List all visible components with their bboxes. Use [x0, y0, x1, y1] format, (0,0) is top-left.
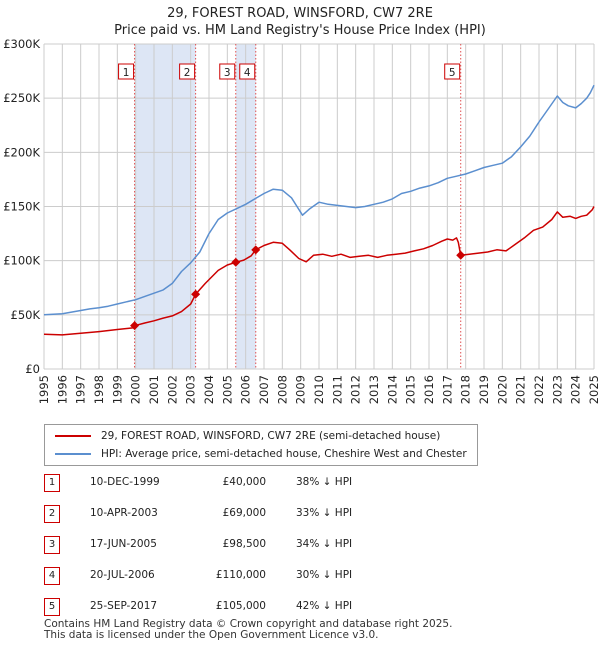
legend-item-property: 29, FOREST ROAD, WINSFORD, CW7 2RE (semi… — [55, 428, 440, 444]
sale-date: 17-JUN-2005 — [90, 538, 157, 550]
grid-lines — [43, 43, 595, 370]
x-tick-label: 2023 — [550, 375, 564, 404]
series-lines — [43, 84, 595, 336]
x-tick-label: 2018 — [459, 375, 473, 404]
x-tick-label: 2022 — [532, 375, 546, 404]
x-tick-label: 2013 — [367, 375, 381, 404]
sale-date: 25-SEP-2017 — [90, 600, 158, 612]
table-row: 5 25-SEP-2017 £105,000 42% ↓ HPI — [44, 598, 464, 616]
sale-price: £110,000 — [215, 569, 266, 581]
x-tick-label: 2010 — [312, 375, 326, 404]
x-tick-label: 1997 — [74, 375, 88, 404]
x-tick-label: 2008 — [275, 375, 289, 404]
axis-labels: 1995 1996 1997 1998 1999 2000 2001 2002 2003 2004… — [3, 37, 600, 404]
sale-label-number: 4 — [244, 67, 251, 79]
sale-label-box — [239, 63, 256, 80]
x-tick-label: 2003 — [184, 375, 198, 404]
x-tick-label: 2024 — [569, 375, 583, 404]
x-tick-label: 2016 — [422, 375, 436, 404]
x-tick-label: 2014 — [385, 375, 399, 404]
sale-label-number: 3 — [224, 67, 231, 79]
x-tick-label: 2002 — [165, 375, 179, 404]
chart-title: 29, FOREST ROAD, WINSFORD, CW7 2RE — [167, 6, 433, 21]
x-tick-label: 1996 — [55, 375, 69, 404]
x-tick-label: 2021 — [514, 375, 528, 404]
x-tick-label: 2025 — [587, 375, 600, 404]
hpi-line — [43, 84, 595, 316]
x-tick-label: 2001 — [147, 375, 161, 404]
sale-marker — [231, 257, 241, 267]
y-tick-label: £300K — [3, 37, 40, 51]
sale-price: £40,000 — [222, 476, 266, 488]
sale-marker — [191, 289, 201, 299]
y-tick-label: £250K — [3, 91, 40, 105]
x-tick-label: 2006 — [239, 375, 253, 404]
sale-price: £105,000 — [215, 600, 266, 612]
sale-hpi-diff: 34% ↓ HPI — [296, 538, 353, 550]
y-tick-label: £0 — [25, 362, 40, 376]
sale-number-badge: 3 — [44, 536, 60, 554]
legend-hpi-label: HPI: Average price, semi-detached house,… — [101, 448, 467, 460]
sale-label-box — [219, 63, 236, 80]
sale-label-number: 1 — [123, 67, 130, 79]
sale-price: £69,000 — [222, 507, 266, 519]
sale-marker — [251, 245, 261, 255]
footer-attribution: Contains HM Land Registry data © Crown c… — [44, 619, 452, 641]
chart-subtitle: Price paid vs. HM Land Registry's House … — [114, 23, 486, 38]
sale-hpi-diff: 33% ↓ HPI — [296, 507, 353, 519]
sale-number-badge: 5 — [44, 598, 60, 616]
sale-number-badge: 1 — [44, 474, 60, 492]
footer-licence: This data is licensed under the Open Gov… — [44, 629, 379, 641]
x-tick-label: 1999 — [110, 375, 124, 404]
sale-label-number: 2 — [184, 67, 191, 79]
y-tick-label: £150K — [3, 200, 40, 214]
sale-date: 10-DEC-1999 — [90, 476, 160, 488]
sale-number-badge: 2 — [44, 505, 60, 523]
sale-date: 10-APR-2003 — [90, 507, 158, 519]
hpi-swatch — [55, 453, 91, 455]
legend: 29, FOREST ROAD, WINSFORD, CW7 2RE (semi… — [44, 424, 478, 466]
sale-date-lines — [134, 44, 462, 369]
sale-label-box — [444, 63, 461, 80]
sale-hpi-diff: 38% ↓ HPI — [296, 476, 353, 488]
sale-label-number: 5 — [449, 67, 456, 79]
table-row: 4 20-JUL-2006 £110,000 30% ↓ HPI — [44, 567, 464, 585]
y-tick-label: £100K — [3, 254, 40, 268]
sale-price: £98,500 — [222, 538, 266, 550]
x-tick-label: 2009 — [294, 375, 308, 404]
sale-marker — [130, 321, 140, 331]
x-tick-label: 2004 — [202, 375, 216, 404]
table-row: 1 10-DEC-1999 £40,000 38% ↓ HPI — [44, 474, 464, 492]
footer-copyright: Contains HM Land Registry data © Crown c… — [44, 618, 453, 630]
legend-property-label: 29, FOREST ROAD, WINSFORD, CW7 2RE (semi… — [101, 430, 441, 442]
x-tick-label: 1998 — [92, 375, 106, 404]
x-tick-label: 2005 — [220, 375, 234, 404]
x-tick-label: 2000 — [129, 375, 143, 404]
property-price-line — [43, 206, 595, 336]
y-tick-label: £200K — [3, 145, 40, 159]
sale-number-badge: 4 — [44, 567, 60, 585]
x-tick-label: 2011 — [330, 375, 344, 404]
y-tick-label: £50K — [11, 308, 41, 322]
legend-item-hpi: HPI: Average price, semi-detached house,… — [55, 446, 467, 462]
x-tick-label: 2015 — [404, 375, 418, 404]
x-tick-label: 2017 — [440, 375, 454, 404]
sale-labels: 1 2 3 4 5 — [118, 63, 461, 80]
sale-markers — [130, 245, 466, 331]
table-row: 3 17-JUN-2005 £98,500 34% ↓ HPI — [44, 536, 464, 554]
x-tick-label: 2007 — [257, 375, 271, 404]
sale-marker — [456, 250, 466, 260]
x-tick-label: 2019 — [477, 375, 491, 404]
sale-hpi-diff: 42% ↓ HPI — [296, 600, 353, 612]
sale-label-box — [118, 63, 135, 80]
x-tick-label: 2020 — [495, 375, 509, 404]
sale-hpi-diff: 30% ↓ HPI — [296, 569, 353, 581]
price-chart: 1 2 3 4 5 1995 1996 1997 1998 1999 2000 2001 2002 20… — [3, 37, 600, 404]
x-tick-label: 1995 — [37, 375, 51, 404]
x-tick-label: 2012 — [349, 375, 363, 404]
table-row: 2 10-APR-2003 £69,000 33% ↓ HPI — [44, 505, 464, 523]
sale-date: 20-JUL-2006 — [90, 569, 155, 581]
property-swatch — [55, 435, 91, 437]
sale-label-box — [179, 63, 196, 80]
